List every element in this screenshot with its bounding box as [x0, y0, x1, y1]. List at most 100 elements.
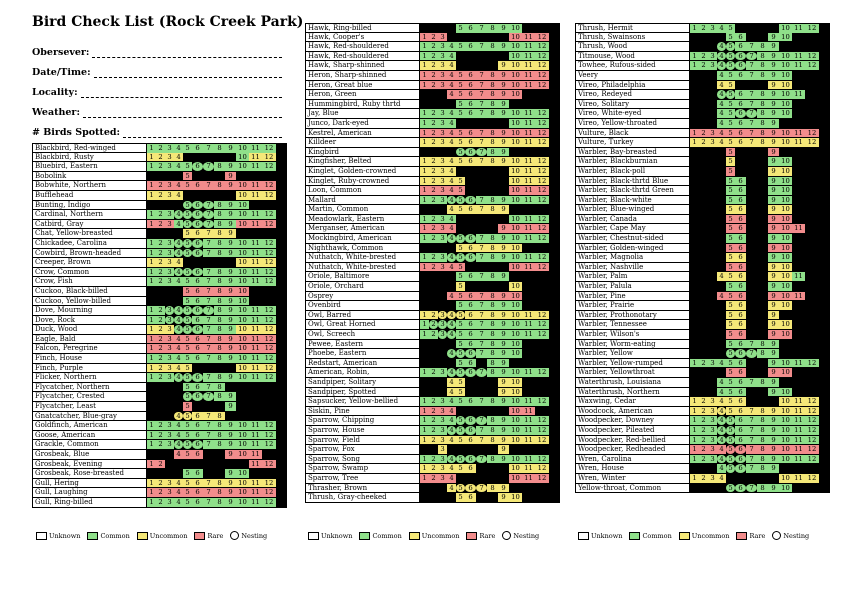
month-cell[interactable]: 11 [522, 214, 535, 224]
month-cell[interactable]: 1 [690, 166, 699, 176]
month-cell[interactable]: 10 [779, 90, 792, 99]
month-cell[interactable]: 11 [792, 358, 805, 368]
month-cell[interactable]: 10 [779, 166, 792, 176]
month-cell[interactable]: 7 [476, 301, 487, 310]
month-cell[interactable]: 10 [779, 32, 792, 42]
month-cell[interactable]: 4 [174, 219, 183, 229]
bird-row[interactable]: Warbler, Yellow-rumped 1 2 3 4 5 6 7 8 9 10 11 12 [575, 358, 830, 369]
month-cell[interactable]: 7 [746, 138, 757, 147]
month-cell[interactable]: 3 [438, 128, 447, 138]
month-cell[interactable]: 10 [779, 243, 792, 253]
month-cell[interactable]: 2 [429, 349, 438, 358]
month-cell[interactable]: 1 [147, 478, 156, 488]
month-cell[interactable]: 8 [757, 416, 768, 425]
month-cell[interactable]: 9 [768, 80, 779, 90]
month-cell[interactable]: 11 [249, 497, 262, 507]
month-cell[interactable]: 12 [262, 469, 276, 478]
month-cell[interactable]: 11 [792, 368, 805, 377]
bird-row[interactable]: Bufflehead 1 2 3 4 5 6 7 8 9 10 11 12 [32, 190, 287, 201]
bird-row[interactable]: Blackbird, Red-winged 1 2 3 4 5 6 7 8 9 10 11 12 [32, 143, 287, 153]
month-cell[interactable]: 12 [805, 195, 819, 205]
month-cell[interactable]: 3 [165, 450, 174, 459]
month-cell[interactable]: 10 [509, 301, 522, 310]
month-cell[interactable]: 6 [465, 51, 476, 61]
month-cell[interactable]: 12 [535, 61, 549, 70]
month-cell[interactable]: 11 [249, 267, 262, 277]
bird-row[interactable]: Warbler, Palm 1 2 3 4 5 6 7 8 9 10 11 12 [575, 272, 830, 283]
month-cell[interactable]: 2 [429, 454, 438, 464]
month-cell[interactable]: 8 [757, 473, 768, 483]
month-cell[interactable]: 8 [757, 80, 768, 90]
month-cell[interactable]: 12 [805, 70, 819, 80]
month-cell[interactable]: 8 [214, 162, 225, 171]
month-cell[interactable]: 1 [690, 425, 699, 435]
month-cell[interactable]: 1 [147, 144, 156, 153]
month-cell[interactable]: 3 [438, 195, 447, 205]
month-cell[interactable]: 11 [792, 186, 805, 195]
month-cell[interactable]: 9 [768, 282, 779, 291]
month-cell[interactable]: 6 [465, 493, 476, 502]
month-cell[interactable]: 2 [699, 51, 708, 61]
month-cell[interactable]: 3 [165, 411, 174, 421]
month-cell[interactable]: 4 [447, 310, 456, 320]
month-cell[interactable]: 10 [236, 354, 249, 363]
month-cell[interactable]: 7 [746, 262, 757, 272]
month-cell[interactable]: 1 [420, 138, 429, 147]
month-cell[interactable]: 1 [147, 469, 156, 478]
month-cell[interactable]: 10 [779, 51, 792, 61]
month-cell[interactable]: 12 [535, 291, 549, 301]
month-cell[interactable]: 12 [262, 459, 276, 469]
month-cell[interactable]: 6 [192, 392, 203, 402]
month-cell[interactable]: 4 [447, 377, 456, 387]
month-cell[interactable]: 7 [476, 24, 487, 33]
month-cell[interactable]: 7 [203, 144, 214, 153]
month-cell[interactable]: 4 [447, 138, 456, 147]
month-cell[interactable]: 3 [708, 80, 717, 90]
month-cell[interactable]: 12 [805, 32, 819, 42]
month-cell[interactable]: 3 [165, 248, 174, 258]
month-cell[interactable]: 11 [792, 205, 805, 214]
month-cell[interactable]: 8 [487, 358, 498, 368]
month-cell[interactable]: 4 [447, 234, 456, 243]
month-cell[interactable]: 1 [690, 358, 699, 368]
month-cell[interactable]: 1 [690, 80, 699, 90]
month-cell[interactable]: 10 [236, 258, 249, 267]
month-cell[interactable]: 4 [174, 402, 183, 411]
month-cell[interactable]: 2 [699, 90, 708, 99]
month-cell[interactable]: 7 [746, 349, 757, 358]
month-cell[interactable]: 11 [792, 166, 805, 176]
bird-row[interactable]: Phoebe, Eastern 1 2 3 4 5 6 7 8 9 10 11 12 [305, 349, 560, 359]
month-cell[interactable]: 6 [192, 152, 203, 162]
month-cell[interactable]: 7 [746, 118, 757, 128]
month-cell[interactable]: 2 [699, 330, 708, 339]
month-cell[interactable]: 2 [699, 186, 708, 195]
bird-row[interactable]: Flicker, Northern 1 2 3 4 5 6 7 8 9 10 11 12 [32, 373, 287, 383]
month-cell[interactable]: 11 [792, 128, 805, 138]
month-cell[interactable]: 9 [225, 497, 236, 507]
month-cell[interactable]: 11 [792, 24, 805, 33]
month-cell[interactable]: 7 [746, 24, 757, 33]
month-cell[interactable]: 1 [420, 483, 429, 493]
month-cell[interactable]: 8 [487, 186, 498, 195]
month-cell[interactable]: 5 [183, 144, 192, 153]
month-cell[interactable]: 5 [456, 24, 465, 33]
month-cell[interactable]: 1 [420, 70, 429, 80]
month-cell[interactable]: 11 [522, 205, 535, 214]
bird-row[interactable]: Vulture, Black 1 2 3 4 5 6 7 8 9 10 11 12 [575, 128, 830, 139]
month-cell[interactable]: 5 [183, 325, 192, 334]
bird-row[interactable]: Sparrow, Field 1 2 3 4 5 6 7 8 9 10 11 12 [305, 435, 560, 446]
month-cell[interactable]: 1 [420, 24, 429, 33]
month-cell[interactable]: 6 [465, 234, 476, 243]
month-cell[interactable]: 10 [509, 291, 522, 301]
month-cell[interactable]: 2 [429, 445, 438, 454]
month-cell[interactable]: 3 [708, 416, 717, 425]
month-cell[interactable]: 12 [805, 61, 819, 70]
month-cell[interactable]: 6 [192, 181, 203, 190]
month-cell[interactable]: 8 [214, 459, 225, 469]
month-cell[interactable]: 6 [735, 301, 746, 310]
bird-row[interactable]: Woodpecker, Pileated 1 2 3 4 5 6 7 8 9 10 11 12 [575, 425, 830, 436]
month-cell[interactable]: 1 [690, 473, 699, 483]
month-cell[interactable]: 5 [456, 493, 465, 502]
month-cell[interactable]: 5 [726, 358, 735, 368]
month-cell[interactable]: 5 [726, 435, 735, 445]
